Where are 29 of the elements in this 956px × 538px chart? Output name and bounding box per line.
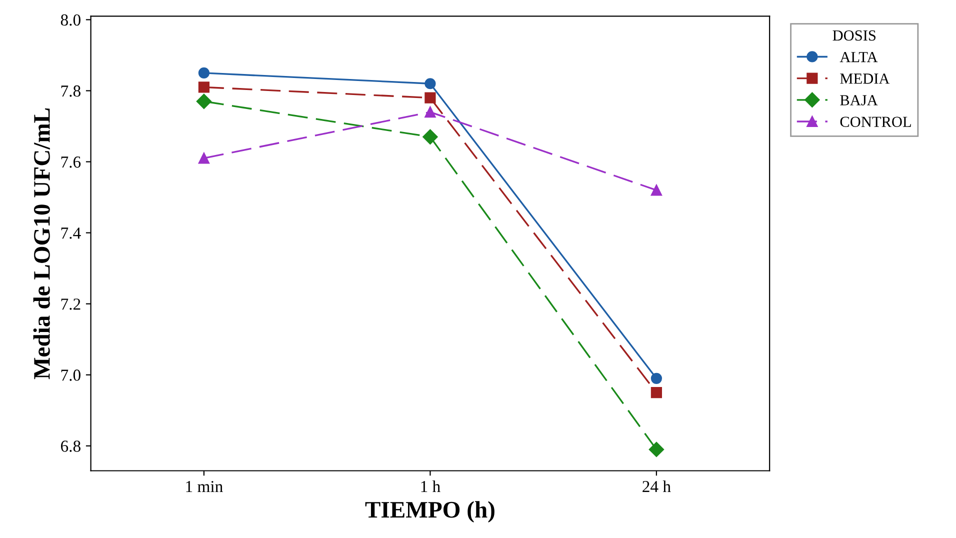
y-tick-label: 6.8 bbox=[60, 440, 80, 452]
point bbox=[196, 94, 212, 109]
legend-label: CONTROL bbox=[840, 116, 911, 127]
point bbox=[650, 372, 662, 384]
point bbox=[648, 442, 664, 458]
point bbox=[198, 152, 210, 164]
x-tick-label: 24 h bbox=[642, 480, 671, 492]
x-axis-title: TIEMPO (h) bbox=[365, 501, 494, 523]
y-tick-label: 7.6 bbox=[61, 156, 81, 168]
legend-label: MEDIA bbox=[840, 74, 890, 84]
legend-title: DOSIS bbox=[832, 30, 876, 41]
y-tick-label: 8.0 bbox=[60, 14, 80, 26]
point bbox=[198, 67, 210, 79]
point bbox=[198, 82, 210, 93]
y-axis-title: Media de LOG10 UFC/mL bbox=[33, 108, 50, 380]
y-tick-label: 7.4 bbox=[61, 228, 81, 239]
y-tick-label: 7.2 bbox=[61, 298, 80, 310]
y-tick-label: 7.0 bbox=[61, 370, 80, 381]
point bbox=[424, 78, 436, 90]
point bbox=[424, 106, 436, 118]
point bbox=[650, 387, 662, 398]
point bbox=[650, 184, 662, 196]
legend-label: ALTA bbox=[840, 52, 878, 62]
point bbox=[424, 92, 436, 104]
x-tick-label: 1 h bbox=[421, 480, 440, 492]
x-tick-label: 1 min bbox=[186, 481, 223, 492]
y-tick-label: 7.8 bbox=[61, 85, 80, 97]
point bbox=[422, 129, 438, 144]
legend-label: BAJA bbox=[840, 95, 878, 106]
